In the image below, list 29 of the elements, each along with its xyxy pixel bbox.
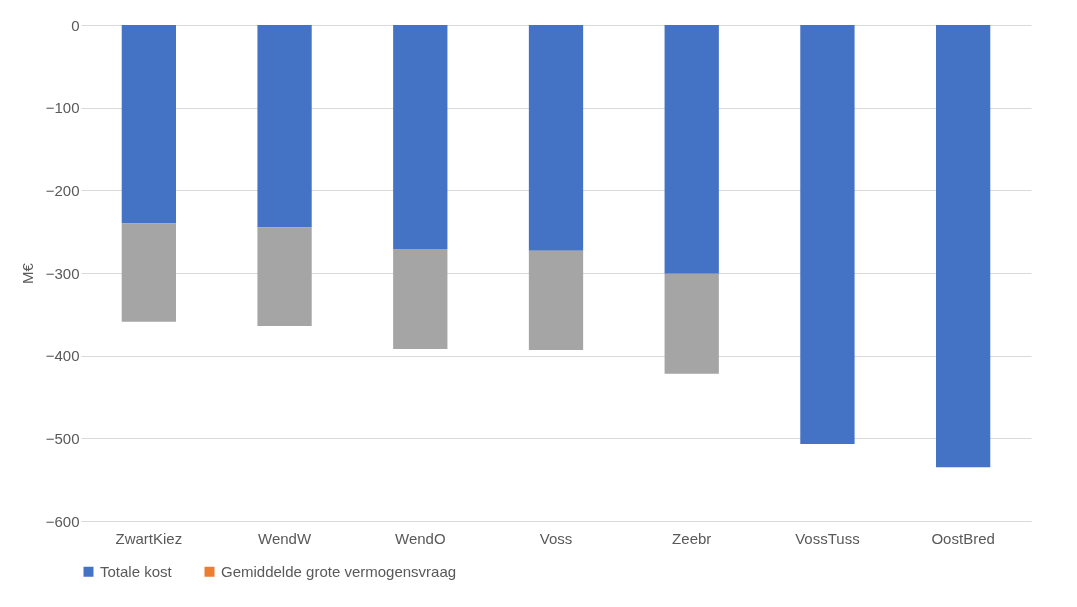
bar xyxy=(121,223,176,322)
x-tick-label: WendW xyxy=(258,529,312,547)
bar xyxy=(664,25,719,274)
y-tick-label: −300 xyxy=(45,264,80,282)
y-tick-label: 0 xyxy=(71,16,80,34)
bar xyxy=(393,25,448,250)
bar xyxy=(664,273,719,374)
bar xyxy=(800,25,855,445)
y-tick-label: −400 xyxy=(45,347,80,365)
bar xyxy=(393,249,448,350)
bar xyxy=(121,25,176,224)
y-tick-label: −600 xyxy=(45,512,80,530)
bar xyxy=(257,227,312,326)
bar xyxy=(257,25,312,228)
x-tick-label: Voss xyxy=(539,529,573,547)
x-tick-label: Zeebr xyxy=(672,529,712,547)
bar xyxy=(528,250,584,350)
y-tick-label: −500 xyxy=(45,429,80,447)
x-tick-label: WendO xyxy=(394,529,446,547)
bar xyxy=(936,25,991,468)
y-tick-label: −200 xyxy=(45,181,80,199)
bar xyxy=(528,25,584,251)
legend-label: Gemiddelde grote vermogensvraag xyxy=(221,562,457,580)
y-axis-title: M€ xyxy=(18,262,36,284)
x-tick-label: ZwartKiez xyxy=(115,529,183,547)
x-tick-label: VossTuss xyxy=(795,529,860,547)
x-tick-label: OostBred xyxy=(931,529,995,547)
y-tick-label: −100 xyxy=(45,99,80,117)
legend-label: Totale kost xyxy=(100,562,173,580)
